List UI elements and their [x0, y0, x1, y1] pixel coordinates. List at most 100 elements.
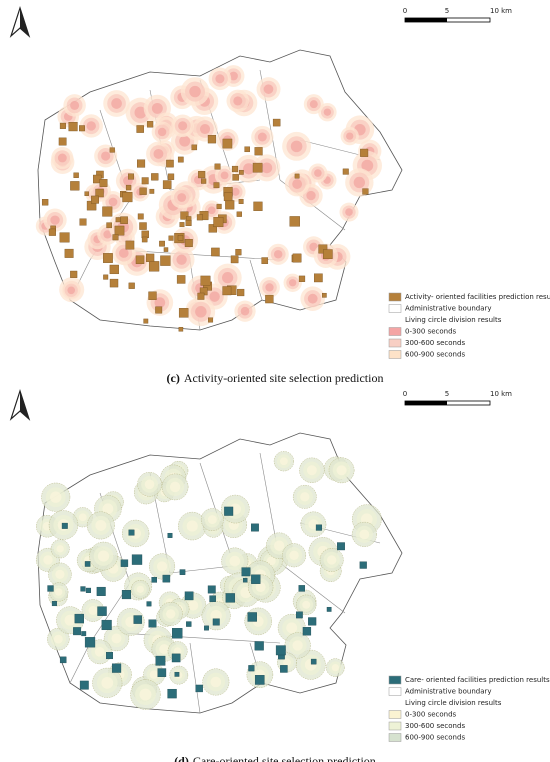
facility	[160, 255, 171, 266]
living-circle	[336, 465, 347, 476]
facility	[171, 653, 181, 663]
living-circle	[283, 658, 291, 667]
facility	[70, 270, 78, 278]
facility	[254, 675, 265, 685]
district-line	[69, 642, 91, 684]
living-circle	[292, 640, 303, 651]
facility	[162, 574, 171, 583]
facility	[213, 182, 220, 189]
living-circle	[231, 187, 240, 196]
living-circle	[361, 159, 374, 172]
facility	[323, 249, 333, 259]
living-circle	[309, 100, 318, 109]
facility	[275, 645, 286, 656]
legend-swatch	[388, 304, 402, 313]
living-circle	[134, 106, 147, 119]
living-circle	[286, 622, 298, 634]
scale-bar-fill	[405, 401, 447, 405]
facility	[225, 200, 235, 210]
legend-swatch	[388, 338, 402, 348]
facility	[141, 177, 149, 185]
map-panel: 0 5 10 km Activity- oriented facilities pre…	[9, 6, 550, 385]
north-arrow-half	[20, 8, 29, 36]
facility	[155, 306, 163, 314]
living-circle	[153, 148, 164, 159]
living-circle	[210, 676, 222, 688]
living-circle	[54, 588, 63, 596]
facility	[211, 247, 220, 257]
living-circle	[149, 670, 159, 679]
facility	[41, 199, 49, 206]
living-circle	[53, 634, 63, 644]
facility	[185, 219, 192, 226]
facility	[248, 665, 255, 672]
facility	[112, 234, 119, 241]
scale-bar-fill	[405, 18, 447, 22]
facility	[238, 199, 244, 204]
living-circle	[199, 123, 211, 135]
living-circle	[176, 254, 187, 265]
living-circle	[178, 121, 188, 131]
facility	[167, 173, 175, 180]
living-circle	[289, 550, 299, 560]
living-circle	[302, 600, 311, 609]
facility	[265, 294, 274, 304]
facility	[79, 218, 87, 226]
facility	[139, 187, 147, 195]
scale-label: 0	[403, 390, 407, 398]
living-circle	[94, 646, 105, 657]
facility	[252, 162, 263, 173]
living-circle	[314, 169, 322, 177]
facility	[177, 156, 184, 163]
facility	[308, 617, 317, 626]
facility	[168, 235, 174, 241]
living-circle	[229, 555, 241, 567]
facility	[230, 255, 239, 264]
facility	[79, 125, 85, 132]
facility	[208, 224, 217, 233]
facility	[225, 593, 235, 603]
living-circle	[173, 647, 182, 656]
facility	[179, 569, 186, 575]
facility	[241, 567, 251, 577]
legend-label: 600-900 seconds	[405, 734, 465, 742]
facility	[177, 235, 184, 241]
facility	[167, 688, 177, 699]
facility	[125, 184, 132, 191]
facility	[137, 159, 146, 168]
facility	[136, 125, 144, 133]
facility	[70, 181, 80, 191]
facility	[360, 148, 369, 157]
living-circle	[292, 179, 303, 189]
facility	[314, 273, 323, 283]
facility	[143, 318, 149, 324]
facility	[315, 524, 322, 531]
facility	[174, 671, 180, 677]
facility	[191, 144, 198, 151]
living-circle	[78, 513, 87, 522]
legend-label: Activity- oriented facilities prediction…	[405, 293, 550, 301]
facility	[59, 232, 70, 243]
facility	[148, 291, 157, 300]
facility	[237, 288, 245, 297]
living-circle	[221, 272, 234, 284]
facility	[242, 577, 248, 583]
facility	[109, 147, 115, 153]
legend-swatch	[388, 721, 402, 731]
living-circle	[119, 248, 129, 258]
living-circle	[189, 85, 201, 98]
facility	[272, 118, 281, 127]
living-circle	[125, 616, 137, 628]
facility	[59, 122, 66, 129]
facility	[159, 240, 165, 247]
legend-swatch	[388, 350, 402, 359]
facility	[236, 211, 242, 217]
facility	[235, 249, 242, 256]
living-circle	[307, 293, 318, 304]
facility	[292, 253, 302, 263]
facility	[298, 275, 306, 282]
facility	[196, 214, 203, 221]
caption-label: (c)	[167, 371, 180, 385]
living-circle	[265, 283, 274, 292]
